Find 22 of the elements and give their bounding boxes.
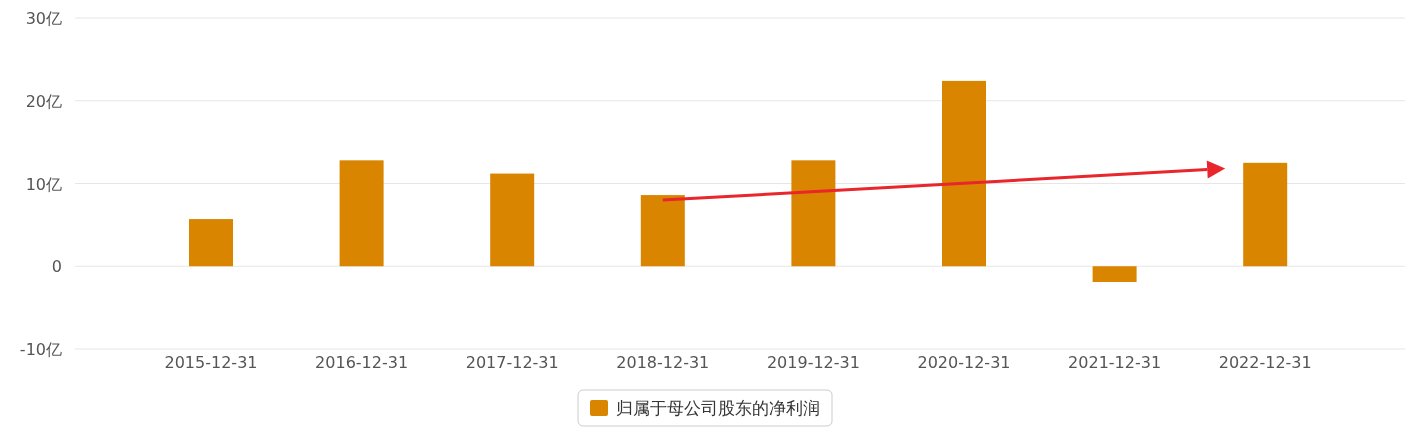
bar — [640, 195, 685, 267]
x-tick-label: 2022-12-31 — [1218, 353, 1312, 372]
x-tick-label: 2019-12-31 — [766, 353, 860, 372]
x-tick-label: 2020-12-31 — [917, 353, 1011, 372]
x-tick-label: 2017-12-31 — [465, 353, 559, 372]
y-tick-label: -10亿 — [19, 340, 62, 359]
x-tick-label: 2015-12-31 — [164, 353, 258, 372]
x-tick-label: 2021-12-31 — [1068, 353, 1162, 372]
y-tick-label: 10亿 — [25, 174, 62, 194]
bar — [339, 160, 384, 267]
bar — [942, 80, 986, 267]
bar — [490, 173, 535, 267]
bar — [189, 219, 233, 267]
y-tick-label: 20亿 — [25, 91, 62, 111]
bar — [1243, 162, 1288, 267]
x-tick-label: 2018-12-31 — [616, 353, 710, 372]
x-tick-label: 2016-12-31 — [315, 353, 409, 372]
legend-label: 归属于母公司股东的净利润 — [616, 398, 820, 418]
bar — [1092, 266, 1137, 282]
y-tick-label: 30亿 — [25, 9, 62, 28]
y-tick-label: 0 — [51, 257, 62, 277]
bar — [791, 160, 836, 267]
